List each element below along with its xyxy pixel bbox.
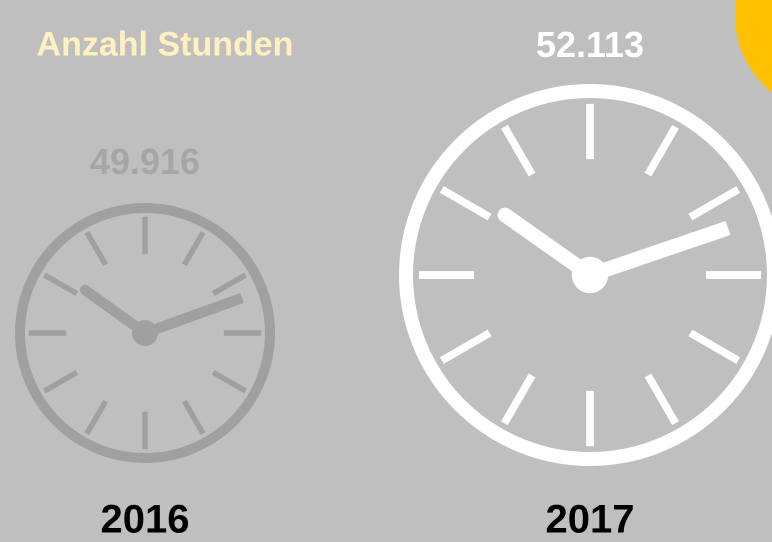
minute-hand [143, 293, 244, 338]
clock-tick [42, 369, 79, 394]
clock-tick [42, 272, 79, 297]
value-2016: 49.916 [89, 141, 201, 182]
clocks [15, 84, 772, 466]
title: Anzahl Stunden [36, 25, 294, 64]
clock-tick [501, 373, 536, 426]
clock-tick [181, 399, 206, 436]
minute-hand [587, 221, 731, 282]
clock-tick [211, 369, 248, 394]
clock-face [399, 84, 772, 466]
value-2017: 52.113 [535, 24, 645, 65]
clock-center [132, 320, 158, 346]
clock-tick [439, 186, 492, 221]
year-2016: 2016 [100, 497, 190, 542]
clock-center [571, 256, 609, 294]
clock-tick [688, 186, 741, 221]
accent-circle [735, 0, 772, 93]
clock-tick [181, 230, 206, 267]
clock-tick [501, 124, 536, 177]
clock-tick [84, 230, 109, 267]
year-2017: 2017 [545, 497, 635, 542]
clock-face [15, 203, 275, 463]
clock-tick [211, 272, 248, 297]
clock-tick [439, 329, 492, 364]
clock-tick [688, 329, 741, 364]
clock-tick [84, 399, 109, 436]
clock-tick [644, 124, 679, 177]
clock-tick [644, 373, 679, 426]
